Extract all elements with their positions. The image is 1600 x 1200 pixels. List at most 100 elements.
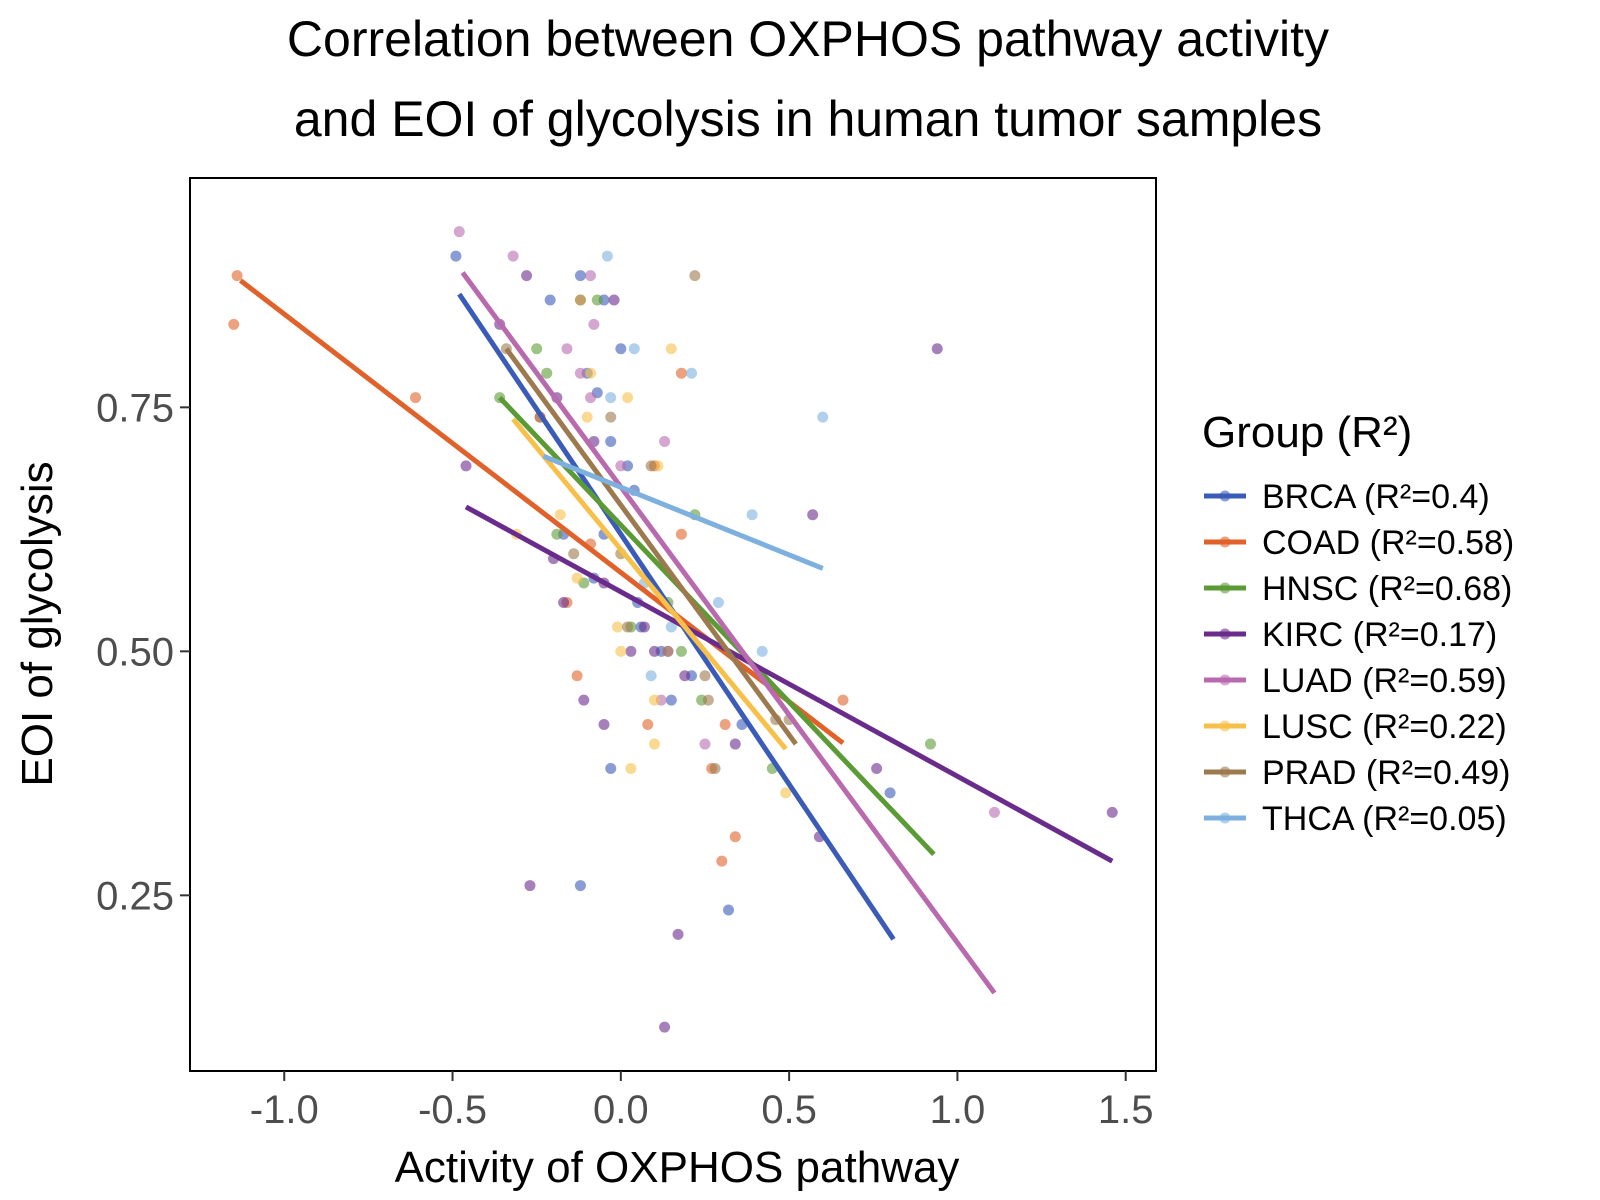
data-point-0-21	[884, 787, 896, 799]
data-point-6-2	[605, 411, 617, 423]
data-point-5-3	[665, 343, 677, 355]
legend-label-6: PRAD (R²=0.49)	[1262, 754, 1510, 792]
x-tick-label-1: -0.5	[418, 1088, 487, 1132]
legend-key-point-7	[1219, 812, 1231, 824]
data-point-1-12	[719, 719, 731, 731]
legend-key-point-6	[1219, 766, 1231, 778]
data-point-0-23	[723, 904, 735, 916]
data-point-3-20	[1106, 806, 1118, 818]
data-point-3-22	[672, 928, 684, 940]
chart-title-line-2: and EOI of glycolysis in human tumor sam…	[294, 91, 1322, 147]
fit-line-1	[238, 278, 845, 746]
x-tick-label-3: 0.5	[761, 1088, 817, 1132]
data-point-6-12	[689, 270, 701, 282]
data-point-3-10	[648, 645, 660, 657]
data-point-0-7	[605, 436, 617, 448]
y-tick-label-1: 0.50	[96, 630, 174, 674]
data-point-5-9	[611, 621, 623, 633]
data-point-7-1	[628, 343, 640, 355]
legend-label-7: THCA (R²=0.05)	[1262, 800, 1507, 838]
data-point-4-6	[585, 392, 597, 404]
data-point-7-5	[746, 509, 758, 521]
chart-title-line-1: Correlation between OXPHOS pathway activ…	[287, 11, 1329, 67]
data-point-6-9	[709, 762, 721, 774]
data-point-6-3	[574, 294, 586, 306]
data-point-5-1	[585, 367, 597, 379]
data-point-4-3	[588, 318, 600, 330]
data-point-3-0	[521, 270, 533, 282]
data-point-7-4	[817, 411, 829, 423]
data-point-4-11	[699, 738, 711, 750]
data-point-5-14	[780, 787, 792, 799]
data-point-6-5	[622, 621, 634, 633]
fit-line-6	[504, 347, 798, 746]
data-point-2-7	[675, 645, 687, 657]
data-point-4-4	[561, 343, 573, 355]
data-point-5-6	[554, 509, 566, 521]
data-point-1-1	[228, 318, 240, 330]
data-point-1-10	[642, 719, 654, 731]
data-point-0-2	[544, 294, 556, 306]
data-point-2-3	[591, 294, 603, 306]
data-point-1-2	[410, 392, 422, 404]
data-point-5-15	[571, 572, 583, 584]
data-point-4-8	[615, 460, 627, 472]
legend-key-point-2	[1219, 582, 1231, 594]
data-point-2-1	[531, 343, 543, 355]
data-point-7-2	[686, 367, 698, 379]
x-tick-label-5: 1.5	[1098, 1088, 1154, 1132]
data-point-1-15	[716, 855, 728, 867]
data-point-5-11	[625, 762, 637, 774]
data-point-2-4	[551, 528, 563, 540]
data-point-3-14	[598, 719, 610, 731]
fit-line-5	[511, 417, 788, 751]
data-point-7-7	[756, 645, 768, 657]
data-point-4-1	[507, 250, 519, 262]
data-point-0-17	[665, 694, 677, 706]
data-point-1-0	[231, 270, 243, 282]
data-point-2-12	[924, 738, 936, 750]
legend: BRCA (R²=0.4) COAD (R²=0.58) HNSC (R²=0.68…	[1204, 478, 1514, 838]
data-point-3-19	[931, 343, 943, 355]
data-point-4-0	[453, 226, 465, 238]
fit-line-4	[460, 271, 997, 995]
legend-key-point-0	[1219, 490, 1231, 502]
x-tick-label-4: 1.0	[930, 1088, 986, 1132]
data-point-3-7	[558, 597, 570, 609]
data-point-0-20	[605, 762, 617, 774]
data-point-5-2	[581, 411, 593, 423]
axes: -1.0 -0.5 0.0 0.5 1.0 1.5 0.25 0.50 0.75	[96, 177, 1157, 1132]
data-point-0-0	[450, 250, 462, 262]
data-point-6-13	[662, 645, 674, 657]
data-point-3-9	[638, 621, 650, 633]
legend-key-point-5	[1219, 720, 1231, 732]
legend-key-point-3	[1219, 628, 1231, 640]
y-axis-title: EOI of glycolysis	[13, 461, 62, 786]
data-point-3-12	[625, 645, 637, 657]
data-point-6-8	[702, 694, 714, 706]
data-point-3-21	[524, 880, 536, 892]
plot-border	[189, 177, 1157, 1072]
data-point-3-23	[659, 1021, 671, 1033]
data-point-3-15	[729, 738, 741, 750]
x-tick-label-2: 0.0	[593, 1088, 649, 1132]
data-point-5-13	[648, 738, 660, 750]
data-point-3-2	[460, 460, 472, 472]
y-tick-label-2: 0.75	[96, 386, 174, 430]
data-point-6-6	[645, 460, 657, 472]
data-point-1-8	[675, 528, 687, 540]
data-point-4-2	[585, 270, 597, 282]
x-axis-title: Activity of OXPHOS pathway	[395, 1143, 960, 1192]
data-point-5-4	[622, 392, 634, 404]
data-point-1-13	[837, 694, 849, 706]
legend-label-1: COAD (R²=0.58)	[1262, 524, 1514, 562]
legend-key-point-4	[1219, 674, 1231, 686]
data-point-4-12	[988, 806, 1000, 818]
data-point-1-14	[729, 831, 741, 843]
data-point-4-7	[659, 436, 671, 448]
y-tick-label-0: 0.25	[96, 874, 174, 918]
data-point-7-0	[601, 250, 613, 262]
legend-label-0: BRCA (R²=0.4)	[1262, 478, 1490, 516]
data-point-0-4	[615, 343, 627, 355]
x-tick-label-0: -1.0	[250, 1088, 319, 1132]
